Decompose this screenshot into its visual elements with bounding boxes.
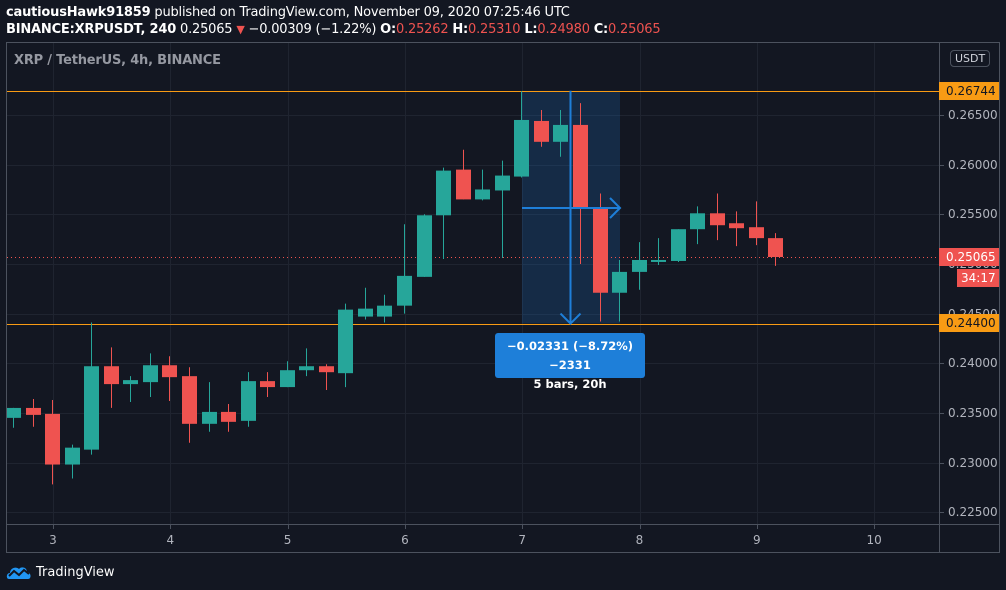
low-value: 0.24980 — [537, 22, 590, 37]
price-tick-mark — [940, 413, 944, 414]
measure-duration: 5 bars, 20h — [533, 377, 607, 391]
time-tick-mark — [522, 525, 523, 529]
time-tick-mark — [170, 525, 171, 529]
chart-title: XRP / TetherUS, 4h, BINANCE — [14, 53, 221, 68]
lower-line-price-tag: 0.24400 — [939, 314, 999, 332]
tradingview-cloud-icon — [6, 567, 31, 579]
price-tick-mark — [940, 214, 944, 215]
time-tick-label: 9 — [752, 533, 761, 547]
publication-line: cautiousHawk91859 published on TradingVi… — [6, 4, 1000, 21]
price-tick-label: 0.25500 — [948, 207, 998, 222]
time-axis[interactable]: 3 4 5 6 7 8 9 10 — [7, 524, 939, 552]
publication-header: cautiousHawk91859 published on TradingVi… — [6, 4, 1000, 39]
time-tick-mark — [288, 525, 289, 529]
price-tick-label: 0.26500 — [948, 108, 998, 122]
time-tick-label: 6 — [401, 533, 409, 547]
close-label: C: — [593, 22, 609, 37]
price-tick-mark — [940, 115, 944, 116]
price-tick-label: 0.23000 — [948, 455, 998, 470]
published-text: published on TradingView.com, November 0… — [154, 5, 570, 20]
brand-name: TradingView — [36, 564, 115, 580]
time-tick-label: 3 — [49, 533, 57, 547]
price-tick-mark — [940, 363, 944, 364]
price-tick-label: 0.23500 — [948, 405, 998, 420]
time-tick-label: 4 — [166, 533, 175, 547]
currency-badge[interactable]: USDT — [950, 50, 991, 67]
low-label: L: — [524, 22, 538, 37]
ticker-label: BINANCE:XRPUSDT, 240 — [6, 22, 177, 37]
high-label: H: — [452, 22, 469, 37]
candlestick-chart[interactable] — [7, 43, 939, 524]
price-tick-mark — [940, 512, 944, 513]
price-change: −0.00309 (−1.22%) — [248, 22, 377, 37]
time-tick-mark — [53, 525, 54, 529]
time-tick-label: 5 — [283, 533, 292, 547]
time-tick-mark — [874, 525, 875, 529]
down-arrow-icon: ▼ — [236, 23, 245, 36]
upper-line-price-tag: 0.26744 — [939, 82, 999, 100]
open-value: 0.25262 — [396, 22, 449, 37]
price-tick-label: 0.22500 — [948, 505, 998, 520]
chart-frame — [6, 42, 1000, 553]
time-tick-mark — [757, 525, 758, 529]
price-tick-label: 0.24000 — [948, 356, 998, 371]
ohlc-legend: BINANCE:XRPUSDT, 240 0.25065 ▼ −0.00309 … — [6, 21, 1000, 39]
close-value: 0.25065 — [608, 22, 661, 37]
time-tick-label: 7 — [518, 533, 527, 547]
author-name[interactable]: cautiousHawk91859 — [6, 5, 151, 20]
high-value: 0.25310 — [468, 22, 521, 37]
last-price: 0.25065 — [180, 22, 233, 37]
bar-countdown-tag: 34:17 — [957, 269, 999, 287]
price-tick-label: 0.26000 — [948, 157, 998, 172]
axis-corner — [939, 524, 999, 552]
time-tick-mark — [640, 525, 641, 529]
time-tick-label: 8 — [635, 533, 644, 547]
chart-plot-area[interactable] — [7, 43, 939, 524]
measure-tooltip: −0.02331 (−8.72%) −2331 5 bars, 20h — [495, 333, 645, 391]
tradingview-logo[interactable]: TradingView — [6, 562, 115, 582]
time-tick-mark — [405, 525, 406, 529]
open-label: O: — [380, 22, 397, 37]
price-tick-mark — [940, 463, 944, 464]
measure-change: −0.02331 (−8.72%) −2331 — [506, 339, 634, 372]
time-tick-label: 10 — [866, 533, 882, 547]
price-tick-mark — [940, 165, 944, 166]
current-price-tag: 0.25065 — [939, 248, 999, 266]
